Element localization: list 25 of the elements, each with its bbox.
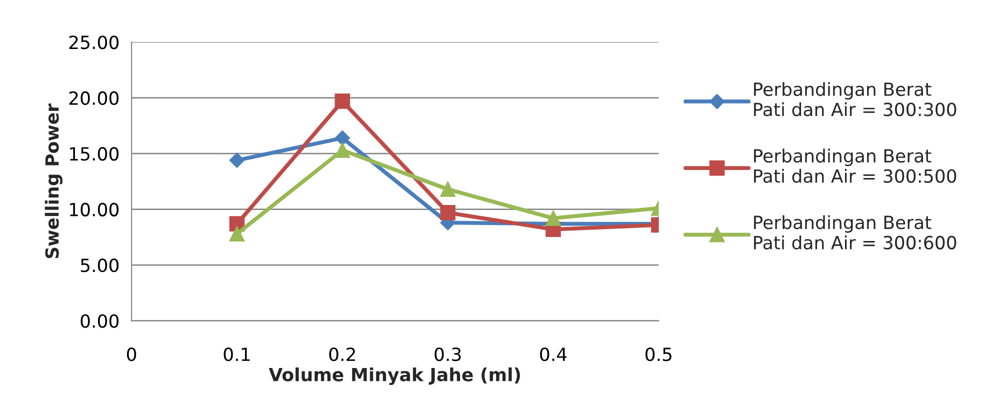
- y-tick-label: 10.00: [70, 202, 119, 216]
- x-tick-label: 0.2: [329, 348, 355, 362]
- x-tick-label: 0.1: [224, 348, 250, 362]
- x-tick-label: 0: [126, 348, 136, 362]
- y-axis-title: Swelling Power: [44, 103, 62, 258]
- y-tick-label: 20.00: [69, 91, 119, 105]
- x-axis-title: Volume Minyak Jahe (ml): [268, 367, 520, 386]
- point: [546, 210, 561, 226]
- y-tick-label: 0.00: [80, 314, 119, 328]
- x-tick-label: 0.3: [434, 348, 461, 362]
- x-tick-label: 0.5: [646, 348, 672, 362]
- y-tick-label: 5.00: [80, 258, 119, 272]
- point: [229, 152, 245, 168]
- legend-label: Perbandingan Berat Pati dan Air = 300:300: [754, 82, 956, 116]
- point: [334, 94, 350, 109]
- point: [229, 226, 245, 242]
- legend-label: Perbandingan Berat Pati dan Air = 300:500: [754, 148, 956, 183]
- y-tick-label: 15.00: [70, 147, 119, 161]
- point: [440, 182, 456, 197]
- x-tick-label: 0.4: [540, 348, 567, 362]
- y-tick-label: 25.00: [69, 36, 119, 50]
- point: [334, 142, 350, 158]
- point: [334, 130, 350, 146]
- point: [440, 205, 456, 220]
- legend-label: Perbandingan Berat Pati dan Air = 300:600: [754, 215, 956, 250]
